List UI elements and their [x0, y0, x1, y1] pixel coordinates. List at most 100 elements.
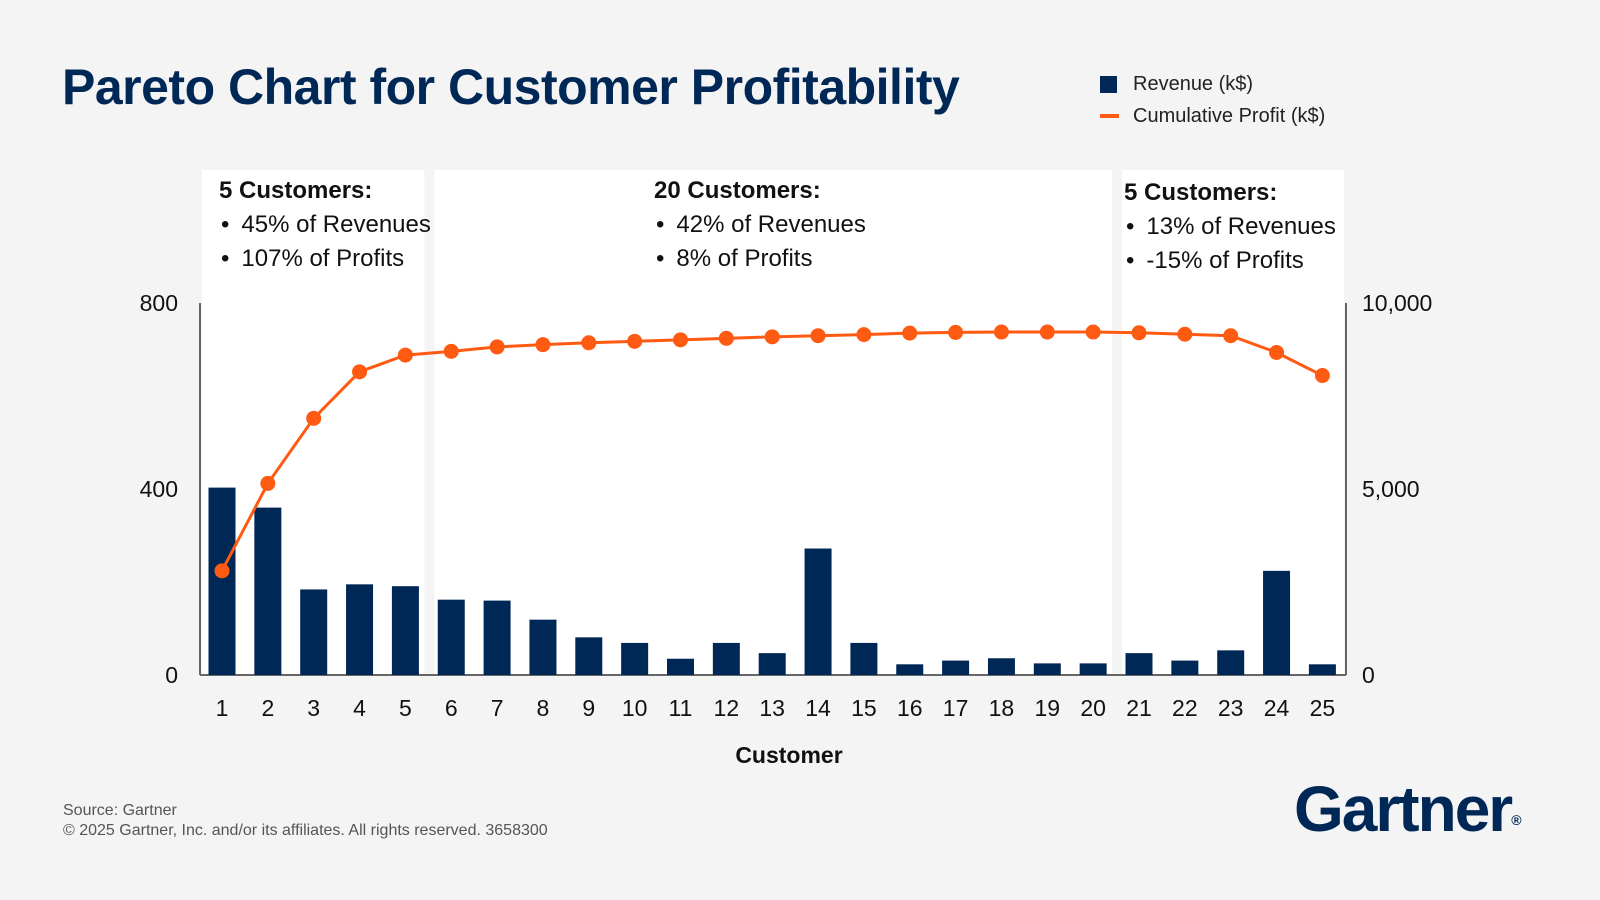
x-tick-label: 6: [445, 695, 458, 721]
cumulative-profit-point: [718, 330, 734, 346]
legend: Revenue (k$) Cumulative Profit (k$): [1100, 68, 1325, 132]
revenue-bar: [300, 589, 328, 675]
cumulative-profit-point: [1269, 344, 1285, 360]
revenue-bar: [1263, 570, 1291, 675]
x-tick-label: 7: [491, 695, 504, 721]
x-tick-label: 19: [1035, 695, 1061, 721]
panel-line: 45% of Revenues: [219, 208, 430, 242]
cumulative-profit-point: [948, 324, 964, 340]
cumulative-profit-point: [810, 328, 826, 344]
cumulative-profit-point: [397, 347, 413, 363]
x-tick-label: 4: [353, 695, 366, 721]
cumulative-profit-point: [1085, 324, 1101, 340]
cumulative-profit-point: [1039, 324, 1055, 340]
x-tick-label: 15: [851, 695, 877, 721]
cumulative-profit-point: [352, 364, 368, 380]
x-tick-label: 1: [216, 695, 229, 721]
left-tick-label: 800: [140, 290, 178, 316]
cumulative-profit-point: [443, 343, 459, 359]
revenue-bar: [850, 642, 878, 675]
left-tick-label: 0: [165, 662, 178, 688]
panel-text-bottom5: 5 Customers: 13% of Revenues -15% of Pro…: [1124, 176, 1336, 278]
x-tick-label: 8: [537, 695, 550, 721]
x-tick-label: 12: [714, 695, 740, 721]
x-tick-label: 21: [1126, 695, 1152, 721]
panel-line: 107% of Profits: [219, 242, 431, 276]
cumulative-profit-point: [489, 339, 505, 355]
right-tick-label: 0: [1362, 662, 1375, 688]
revenue-bar: [1308, 664, 1336, 675]
logo-text: Gartner: [1294, 773, 1513, 845]
revenue-bar: [667, 658, 694, 675]
revenue-bar: [254, 507, 282, 675]
cumulative-profit-point: [902, 325, 918, 341]
revenue-bar: [529, 619, 557, 675]
right-tick-label: 5,000: [1362, 476, 1420, 502]
revenue-swatch-icon: [1100, 75, 1117, 93]
cumulative-profit-point: [581, 335, 597, 351]
x-tick-label: 14: [805, 695, 831, 721]
x-tick-label: 24: [1264, 695, 1290, 721]
revenue-bar: [346, 584, 374, 675]
footer: Source: Gartner © 2025 Gartner, Inc. and…: [63, 801, 548, 841]
revenue-bar: [437, 599, 465, 675]
x-tick-label: 11: [669, 695, 693, 721]
x-tick-label: 20: [1080, 695, 1106, 721]
x-tick-label: 2: [261, 695, 274, 721]
panel-text-top5: 5 Customers: 45% of Revenues 107% of Pro…: [219, 174, 431, 276]
revenue-bar: [1079, 663, 1107, 675]
cumulative-profit-point: [1223, 328, 1239, 344]
revenue-bar: [758, 653, 786, 675]
x-tick-label: 23: [1218, 695, 1244, 721]
cumulative-profit-point: [1314, 368, 1330, 384]
chart-title: Pareto Chart for Customer Profitability: [62, 59, 960, 115]
cumulative-profit-point: [993, 324, 1009, 340]
cumulative-profit-point: [673, 332, 688, 348]
x-axis-title: Customer: [735, 742, 843, 768]
revenue-bar: [1125, 653, 1153, 675]
cumulative-profit-point: [1177, 326, 1193, 342]
cumulative-profit-point: [1131, 325, 1147, 341]
right-tick-label: 10,000: [1362, 290, 1432, 316]
revenue-bar: [896, 664, 924, 675]
revenue-bar: [804, 548, 832, 675]
cumulative-profit-point: [306, 410, 322, 426]
x-tick-label: 3: [307, 695, 320, 721]
legend-label-cumulative: Cumulative Profit (k$): [1133, 104, 1326, 127]
cumulative-profit-point: [764, 329, 780, 345]
panel-heading: 5 Customers:: [1124, 179, 1278, 206]
legend-label-revenue: Revenue (k$): [1133, 72, 1254, 95]
cumulative-profit-point: [214, 563, 230, 579]
x-tick-label: 10: [622, 695, 648, 721]
x-tick-label: 17: [943, 695, 969, 721]
panel-line: 13% of Revenues: [1124, 210, 1335, 244]
revenue-bar: [575, 637, 603, 675]
x-tick-label: 22: [1172, 695, 1198, 721]
revenue-bar: [391, 586, 419, 675]
revenue-bar: [483, 600, 511, 675]
revenue-bar: [942, 660, 970, 675]
x-tick-label: 13: [759, 695, 785, 721]
panel-line: 8% of Profits: [654, 242, 866, 276]
panel-heading: 5 Customers:: [219, 177, 373, 204]
revenue-bar: [1033, 663, 1061, 675]
revenue-bar: [1171, 660, 1199, 675]
panel-line: -15% of Profits: [1124, 244, 1336, 278]
legend-item-cumulative: Cumulative Profit (k$): [1100, 100, 1325, 132]
source-note: Source: Gartner: [63, 802, 177, 819]
panel-line: 42% of Revenues: [654, 208, 865, 242]
left-tick-label: 400: [140, 476, 178, 502]
revenue-bar: [987, 658, 1015, 675]
panel-heading: 20 Customers:: [654, 177, 821, 204]
revenue-bar: [621, 642, 649, 675]
revenue-bar: [712, 642, 740, 675]
registered-mark: ®: [1511, 812, 1522, 828]
x-tick-label: 9: [582, 695, 595, 721]
revenue-bar: [1217, 650, 1245, 675]
copyright-note: © 2025 Gartner, Inc. and/or its affiliat…: [63, 822, 548, 839]
revenue-bar: [208, 487, 236, 675]
cumulative-profit-point: [627, 333, 643, 349]
panel-text-middle20: 20 Customers: 42% of Revenues 8% of Prof…: [654, 174, 866, 276]
x-tick-label: 18: [989, 695, 1015, 721]
legend-item-revenue: Revenue (k$): [1100, 68, 1325, 100]
